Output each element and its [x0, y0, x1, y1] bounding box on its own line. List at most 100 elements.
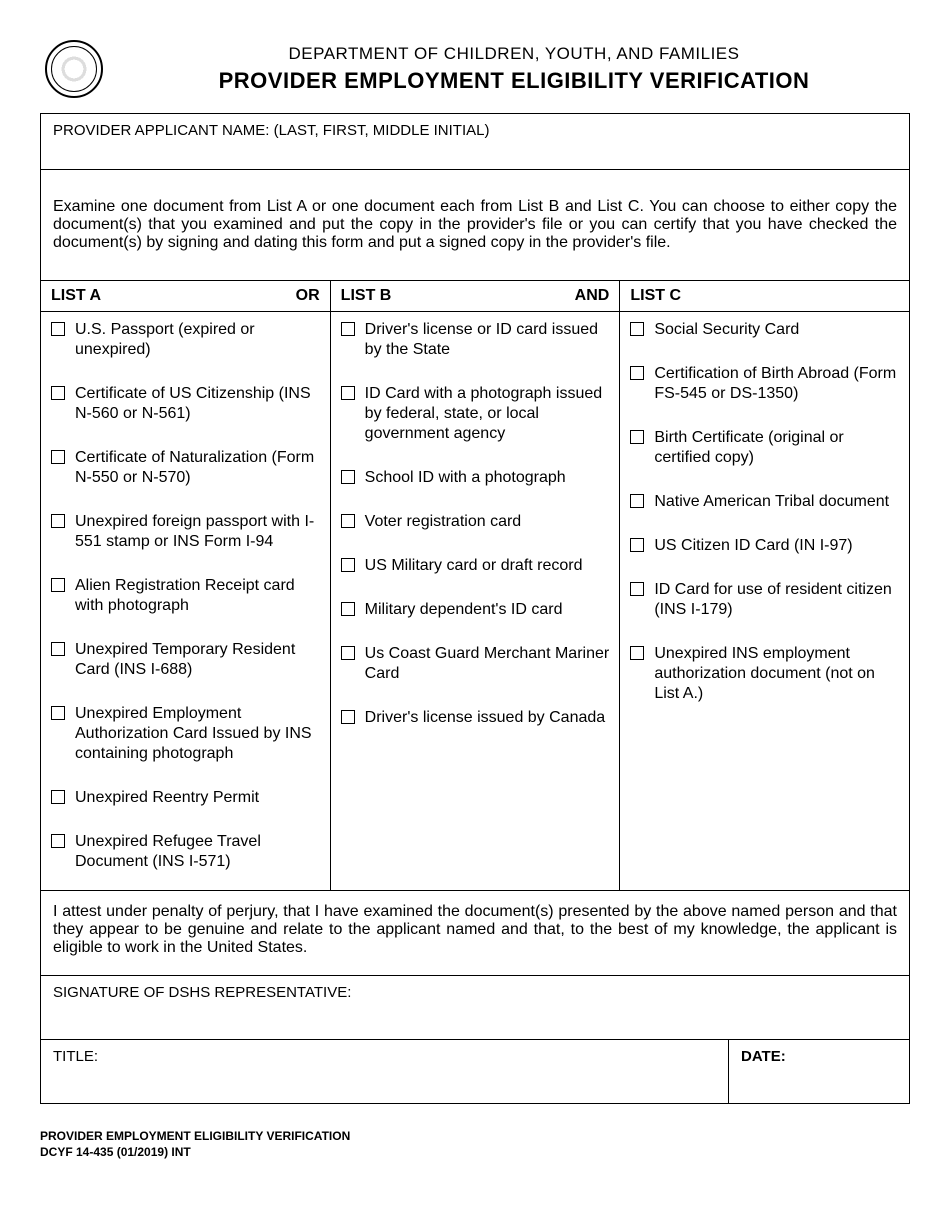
list-a-body: U.S. Passport (expired or unexpired) Cert…: [41, 312, 330, 890]
checkbox[interactable]: [51, 514, 65, 528]
list-item-label: ID Card with a photograph issued by fede…: [365, 384, 610, 444]
list-item: ID Card with a photograph issued by fede…: [341, 384, 610, 444]
list-b-suffix: AND: [575, 287, 610, 305]
checkbox[interactable]: [341, 514, 355, 528]
list-item: US Citizen ID Card (IN I-97): [630, 536, 899, 556]
list-item: Unexpired Temporary Resident Card (INS I…: [51, 640, 320, 680]
form-title: PROVIDER EMPLOYMENT ELIGIBILITY VERIFICA…: [118, 68, 910, 94]
department-name: DEPARTMENT OF CHILDREN, YOUTH, AND FAMIL…: [118, 44, 910, 64]
list-c-header: LIST C: [620, 281, 909, 312]
checkbox[interactable]: [51, 834, 65, 848]
list-item-label: Us Coast Guard Merchant Mariner Card: [365, 644, 610, 684]
checkbox[interactable]: [630, 366, 644, 380]
checkbox[interactable]: [51, 322, 65, 336]
checkbox[interactable]: [630, 322, 644, 336]
list-a-header: LIST A OR: [41, 281, 330, 312]
list-item-label: ID Card for use of resident citizen (INS…: [654, 580, 899, 620]
checkbox[interactable]: [630, 538, 644, 552]
list-item-label: Alien Registration Receipt card with pho…: [75, 576, 320, 616]
list-item-label: Certificate of Naturalization (Form N-55…: [75, 448, 320, 488]
list-item-label: Social Security Card: [654, 320, 799, 340]
checkbox[interactable]: [51, 578, 65, 592]
list-item: Unexpired Employment Authorization Card …: [51, 704, 320, 764]
list-item-label: Unexpired foreign passport with I-551 st…: [75, 512, 320, 552]
title-field[interactable]: TITLE:: [41, 1040, 729, 1103]
list-b-body: Driver's license or ID card issued by th…: [331, 312, 620, 746]
date-label: DATE:: [741, 1048, 786, 1065]
header-text: DEPARTMENT OF CHILDREN, YOUTH, AND FAMIL…: [118, 44, 910, 94]
checkbox[interactable]: [630, 430, 644, 444]
list-item: School ID with a photograph: [341, 468, 610, 488]
list-item: Military dependent's ID card: [341, 600, 610, 620]
page-header: DEPARTMENT OF CHILDREN, YOUTH, AND FAMIL…: [40, 40, 910, 98]
list-item: Native American Tribal document: [630, 492, 899, 512]
list-item: Unexpired Refugee Travel Document (INS I…: [51, 832, 320, 872]
list-item-label: US Citizen ID Card (IN I-97): [654, 536, 852, 556]
instructions-text: Examine one document from List A or one …: [41, 170, 909, 281]
list-item: Certificate of US Citizenship (INS N-560…: [51, 384, 320, 424]
list-c-body: Social Security Card Certification of Bir…: [620, 312, 909, 722]
list-item: Voter registration card: [341, 512, 610, 532]
list-item: Us Coast Guard Merchant Mariner Card: [341, 644, 610, 684]
list-item-label: Birth Certificate (original or certified…: [654, 428, 899, 468]
list-c-column: LIST C Social Security Card Certification…: [619, 281, 909, 890]
list-item-label: Certification of Birth Abroad (Form FS-5…: [654, 364, 899, 404]
list-b-column: LIST B AND Driver's license or ID card i…: [330, 281, 620, 890]
title-date-row: TITLE: DATE:: [41, 1040, 909, 1103]
form-container: PROVIDER APPLICANT NAME: (LAST, FIRST, M…: [40, 113, 910, 1104]
list-item-label: Certificate of US Citizenship (INS N-560…: [75, 384, 320, 424]
list-c-title: LIST C: [630, 287, 681, 305]
footer-line-1: PROVIDER EMPLOYMENT ELIGIBILITY VERIFICA…: [40, 1129, 910, 1145]
list-item-label: Driver's license issued by Canada: [365, 708, 606, 728]
checkbox[interactable]: [341, 646, 355, 660]
list-item-label: School ID with a photograph: [365, 468, 566, 488]
checkbox[interactable]: [51, 386, 65, 400]
checkbox[interactable]: [341, 602, 355, 616]
list-item: Certificate of Naturalization (Form N-55…: [51, 448, 320, 488]
list-item-label: Military dependent's ID card: [365, 600, 563, 620]
list-item-label: Unexpired INS employment authorization d…: [654, 644, 899, 704]
list-a-title: LIST A: [51, 287, 101, 305]
list-item-label: U.S. Passport (expired or unexpired): [75, 320, 320, 360]
checkbox[interactable]: [51, 642, 65, 656]
checkbox[interactable]: [341, 710, 355, 724]
applicant-name-field[interactable]: PROVIDER APPLICANT NAME: (LAST, FIRST, M…: [41, 114, 909, 170]
list-item: Unexpired INS employment authorization d…: [630, 644, 899, 704]
checkbox[interactable]: [341, 386, 355, 400]
checkbox[interactable]: [341, 322, 355, 336]
list-item-label: Voter registration card: [365, 512, 522, 532]
checkbox[interactable]: [630, 646, 644, 660]
footer-line-2: DCYF 14-435 (01/2019) INT: [40, 1145, 910, 1161]
page-footer: PROVIDER EMPLOYMENT ELIGIBILITY VERIFICA…: [40, 1129, 910, 1160]
list-item: Social Security Card: [630, 320, 899, 340]
date-field[interactable]: DATE:: [729, 1040, 909, 1103]
checkbox[interactable]: [630, 582, 644, 596]
title-label: TITLE:: [53, 1048, 98, 1065]
checkbox[interactable]: [630, 494, 644, 508]
checkbox[interactable]: [51, 450, 65, 464]
list-item-label: Driver's license or ID card issued by th…: [365, 320, 610, 360]
checkbox[interactable]: [51, 790, 65, 804]
list-item-label: Unexpired Temporary Resident Card (INS I…: [75, 640, 320, 680]
list-item: US Military card or draft record: [341, 556, 610, 576]
list-item: Driver's license or ID card issued by th…: [341, 320, 610, 360]
list-b-header: LIST B AND: [331, 281, 620, 312]
list-b-title: LIST B: [341, 287, 392, 305]
list-item: Birth Certificate (original or certified…: [630, 428, 899, 468]
list-item: Unexpired Reentry Permit: [51, 788, 320, 808]
checkbox[interactable]: [51, 706, 65, 720]
list-item-label: Unexpired Refugee Travel Document (INS I…: [75, 832, 320, 872]
list-item-label: Native American Tribal document: [654, 492, 889, 512]
list-item: Alien Registration Receipt card with pho…: [51, 576, 320, 616]
list-item-label: Unexpired Employment Authorization Card …: [75, 704, 320, 764]
list-a-suffix: OR: [296, 287, 320, 305]
list-item-label: US Military card or draft record: [365, 556, 583, 576]
checkbox[interactable]: [341, 470, 355, 484]
applicant-label: PROVIDER APPLICANT NAME: (LAST, FIRST, M…: [53, 122, 489, 139]
state-seal-icon: [45, 40, 103, 98]
signature-field[interactable]: SIGNATURE OF DSHS REPRESENTATIVE:: [41, 976, 909, 1040]
signature-label: SIGNATURE OF DSHS REPRESENTATIVE:: [53, 984, 351, 1001]
list-item: ID Card for use of resident citizen (INS…: [630, 580, 899, 620]
list-item-label: Unexpired Reentry Permit: [75, 788, 259, 808]
checkbox[interactable]: [341, 558, 355, 572]
